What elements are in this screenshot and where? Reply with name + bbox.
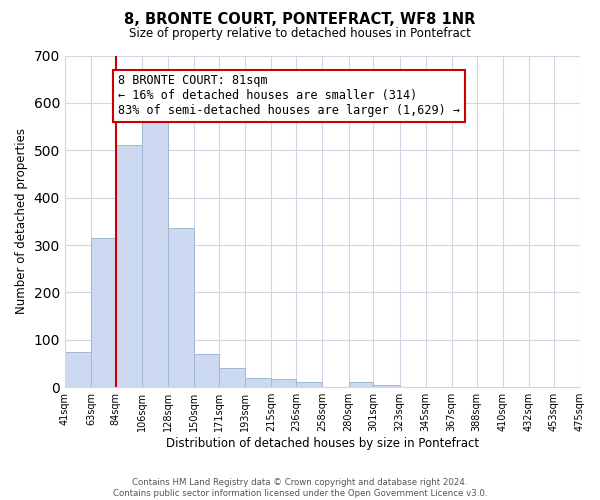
Bar [116,145,142,387]
Bar [65,352,91,387]
Bar [168,228,194,387]
Text: Size of property relative to detached houses in Pontefract: Size of property relative to detached ho… [129,28,471,40]
X-axis label: Distribution of detached houses by size in Pontefract: Distribution of detached houses by size … [166,437,479,450]
Y-axis label: Number of detached properties: Number of detached properties [15,128,28,314]
Bar [194,354,219,387]
Bar [245,378,271,387]
Text: Contains HM Land Registry data © Crown copyright and database right 2024.
Contai: Contains HM Land Registry data © Crown c… [113,478,487,498]
Text: 8 BRONTE COURT: 81sqm
← 16% of detached houses are smaller (314)
83% of semi-det: 8 BRONTE COURT: 81sqm ← 16% of detached … [118,74,460,118]
Bar [349,382,373,387]
Bar [373,385,400,387]
Bar [296,382,322,387]
Bar [219,368,245,387]
Bar [91,238,116,387]
Text: 8, BRONTE COURT, PONTEFRACT, WF8 1NR: 8, BRONTE COURT, PONTEFRACT, WF8 1NR [124,12,476,28]
Bar [142,114,168,387]
Bar [271,378,296,387]
